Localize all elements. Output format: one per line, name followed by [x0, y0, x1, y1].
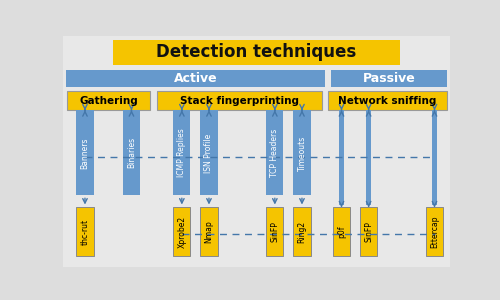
FancyBboxPatch shape	[66, 70, 325, 87]
Text: Gathering: Gathering	[80, 96, 138, 106]
Text: Ring2: Ring2	[298, 220, 306, 243]
FancyBboxPatch shape	[174, 207, 190, 256]
Text: Stack fingerprinting: Stack fingerprinting	[180, 96, 299, 106]
FancyBboxPatch shape	[113, 40, 400, 65]
Text: Ettercap: Ettercap	[430, 215, 439, 248]
FancyBboxPatch shape	[330, 70, 447, 87]
Text: SinFP: SinFP	[270, 221, 280, 242]
FancyBboxPatch shape	[67, 92, 150, 110]
Text: Xprobe2: Xprobe2	[178, 216, 186, 248]
FancyBboxPatch shape	[174, 110, 190, 195]
FancyBboxPatch shape	[294, 110, 310, 195]
FancyBboxPatch shape	[266, 110, 283, 195]
FancyBboxPatch shape	[432, 110, 437, 205]
Text: thc-rut: thc-rut	[80, 219, 90, 245]
Text: ICMP Replies: ICMP Replies	[178, 128, 186, 177]
Text: Detection techniques: Detection techniques	[156, 43, 356, 61]
FancyBboxPatch shape	[426, 207, 443, 256]
FancyBboxPatch shape	[339, 110, 344, 205]
Text: Network sniffing: Network sniffing	[338, 96, 437, 106]
FancyBboxPatch shape	[123, 110, 140, 195]
Text: p0f: p0f	[337, 225, 346, 238]
Text: ISN Profile: ISN Profile	[204, 133, 214, 172]
FancyBboxPatch shape	[76, 207, 94, 256]
FancyBboxPatch shape	[266, 207, 283, 256]
Text: Binaries: Binaries	[127, 137, 136, 168]
FancyBboxPatch shape	[333, 207, 350, 256]
FancyBboxPatch shape	[62, 36, 450, 267]
Text: Passive: Passive	[362, 72, 415, 85]
Text: Timeouts: Timeouts	[298, 135, 306, 170]
FancyBboxPatch shape	[200, 110, 218, 195]
Text: Active: Active	[174, 72, 218, 85]
FancyBboxPatch shape	[328, 92, 447, 110]
Text: SinFP: SinFP	[364, 221, 373, 242]
Text: TCP Headers: TCP Headers	[270, 129, 280, 177]
FancyBboxPatch shape	[360, 207, 377, 256]
FancyBboxPatch shape	[157, 92, 322, 110]
Text: Banners: Banners	[80, 137, 90, 169]
FancyBboxPatch shape	[294, 207, 310, 256]
FancyBboxPatch shape	[76, 110, 94, 195]
Text: Nmap: Nmap	[204, 220, 214, 243]
FancyBboxPatch shape	[366, 110, 371, 205]
FancyBboxPatch shape	[200, 207, 218, 256]
